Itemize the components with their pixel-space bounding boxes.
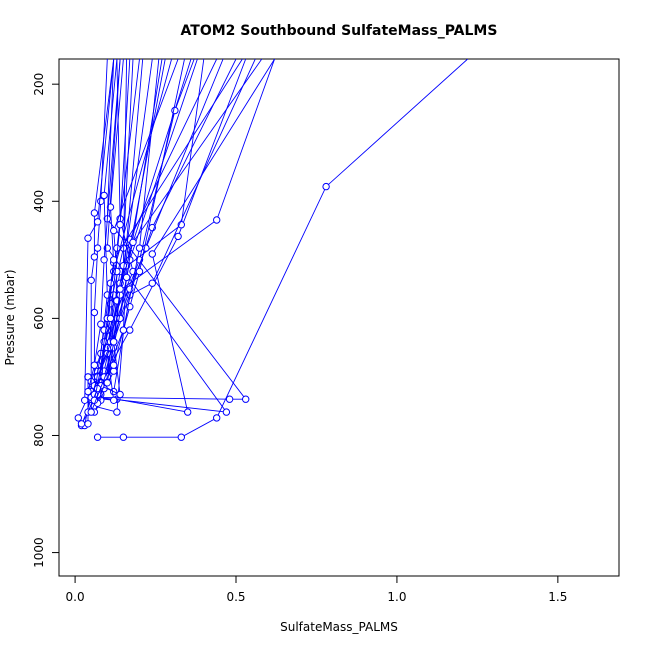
data-point bbox=[242, 395, 250, 403]
data-point bbox=[84, 420, 92, 428]
data-point bbox=[119, 433, 128, 441]
series-33 bbox=[103, 59, 263, 387]
series-25 bbox=[84, 59, 121, 396]
y-axis-label: Pressure (mbar) bbox=[3, 269, 17, 365]
series-line bbox=[97, 59, 469, 438]
data-point bbox=[135, 244, 144, 252]
data-point bbox=[184, 408, 192, 416]
data-point bbox=[116, 314, 124, 323]
data-point bbox=[119, 326, 128, 334]
data-point bbox=[100, 256, 108, 264]
data-point bbox=[213, 414, 221, 422]
data-point bbox=[93, 433, 102, 441]
data-point bbox=[106, 203, 115, 211]
data-point bbox=[174, 232, 182, 241]
data-point bbox=[90, 253, 99, 261]
series-line bbox=[84, 59, 115, 401]
data-point bbox=[116, 390, 124, 399]
data-point bbox=[87, 276, 95, 284]
y-tick-label: 400 bbox=[32, 190, 46, 213]
data-point bbox=[126, 326, 134, 334]
data-point bbox=[110, 396, 118, 404]
data-point bbox=[129, 238, 137, 247]
y-axis: 200 400 600 800 1000 bbox=[32, 73, 60, 568]
data-point bbox=[213, 216, 221, 224]
series-20 bbox=[97, 59, 137, 404]
series-line bbox=[81, 59, 275, 426]
series-layer bbox=[74, 59, 469, 441]
series-line bbox=[90, 59, 160, 413]
data-point bbox=[90, 308, 99, 317]
series-30 bbox=[81, 59, 115, 404]
chart-title: ATOM2 Southbound SulfateMass_PALMS bbox=[181, 23, 498, 39]
data-point bbox=[84, 234, 92, 242]
x-tick-label: 1.5 bbox=[548, 590, 567, 604]
data-point bbox=[93, 244, 102, 252]
data-point bbox=[100, 191, 108, 200]
data-point bbox=[77, 420, 86, 428]
data-point bbox=[110, 338, 118, 346]
data-point bbox=[97, 197, 105, 206]
series-line bbox=[87, 59, 256, 424]
data-point bbox=[113, 244, 121, 252]
data-point bbox=[110, 361, 118, 369]
data-point bbox=[116, 221, 124, 229]
data-point bbox=[135, 267, 144, 276]
plot-frame bbox=[58, 58, 620, 577]
series-35 bbox=[87, 59, 160, 416]
series-1 bbox=[93, 59, 469, 441]
data-point bbox=[110, 226, 118, 235]
x-tick-label: 0.0 bbox=[66, 590, 85, 604]
y-tick-label: 1000 bbox=[32, 537, 46, 568]
data-point bbox=[225, 395, 234, 403]
data-point bbox=[322, 182, 330, 191]
y-tick-label: 600 bbox=[32, 307, 46, 330]
data-point bbox=[116, 285, 124, 293]
x-tick-label: 0.5 bbox=[226, 590, 245, 604]
data-point bbox=[148, 279, 157, 287]
data-point bbox=[87, 408, 95, 416]
x-tick-label: 1.0 bbox=[387, 590, 406, 604]
data-point bbox=[177, 433, 186, 441]
data-point bbox=[148, 250, 157, 258]
y-tick-label: 200 bbox=[32, 73, 46, 96]
data-point bbox=[81, 396, 89, 404]
data-point bbox=[93, 218, 102, 226]
y-tick-label: 800 bbox=[32, 424, 46, 447]
data-point bbox=[113, 408, 121, 416]
data-point bbox=[90, 209, 99, 217]
data-point bbox=[103, 379, 112, 387]
data-point bbox=[74, 414, 83, 422]
data-point bbox=[90, 361, 99, 369]
x-axis-label: SulfateMass_PALMS bbox=[280, 620, 398, 634]
data-point bbox=[222, 408, 231, 416]
x-axis: 0.0 0.5 1.0 1.5 bbox=[66, 575, 567, 604]
data-point bbox=[97, 320, 105, 328]
series-4 bbox=[81, 59, 276, 430]
series-line bbox=[93, 59, 131, 401]
data-point bbox=[106, 314, 115, 323]
